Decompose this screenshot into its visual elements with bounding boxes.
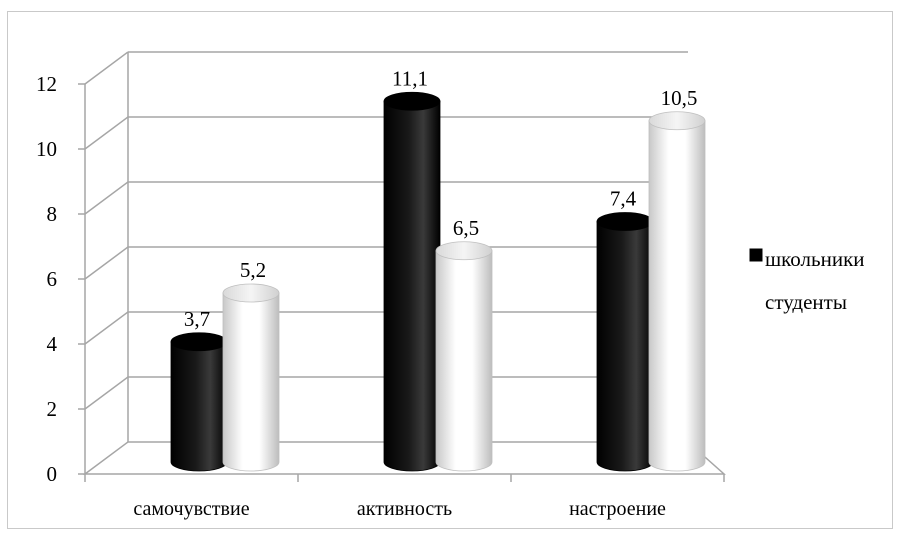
data-label: 11,1: [392, 66, 428, 90]
legend-label: студенты: [765, 290, 847, 314]
gridline-side: [84, 311, 129, 345]
gridline-side: [84, 116, 129, 150]
y-tick-label: 8: [47, 202, 58, 226]
gridline-side: [84, 376, 129, 410]
gridline-side: [84, 246, 129, 280]
bar-top: [222, 283, 280, 303]
bar-top: [170, 332, 228, 352]
bar-schoolchildren: [383, 100, 441, 472]
bar-schoolchildren: [170, 341, 228, 472]
data-label: 7,4: [610, 187, 637, 211]
category-label: активность: [357, 498, 452, 520]
bar-top: [383, 91, 441, 111]
legend-label: школьники: [765, 247, 865, 271]
bar-students: [435, 250, 493, 472]
y-tick-label: 0: [47, 462, 58, 486]
bar-top: [435, 241, 493, 261]
legend-swatch: [750, 292, 762, 304]
y-tick-label: 12: [36, 72, 57, 96]
legend-swatch: [749, 248, 763, 262]
gridline-side: [84, 51, 129, 85]
data-label: 6,5: [453, 216, 479, 240]
data-label: 3,7: [184, 307, 210, 331]
y-tick-label: 4: [47, 332, 58, 356]
y-tick-label: 10: [36, 137, 57, 161]
category-label: настроение: [569, 498, 666, 520]
bar-top: [648, 111, 706, 131]
data-label: 5,2: [240, 258, 266, 282]
gridline-side: [84, 181, 129, 215]
bar-students: [222, 292, 280, 472]
bar-students: [648, 120, 706, 472]
y-tick-label: 2: [47, 397, 58, 421]
category-label: самочувствие: [133, 498, 249, 520]
bar-schoolchildren: [596, 221, 654, 472]
bar-top: [596, 212, 654, 231]
y-tick-label: 6: [47, 267, 58, 291]
data-label: 10,5: [661, 86, 698, 110]
